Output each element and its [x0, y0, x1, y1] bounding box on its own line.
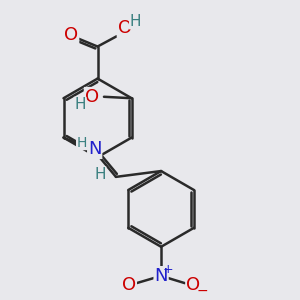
Text: O: O — [186, 276, 200, 294]
Text: H: H — [77, 136, 87, 149]
Text: O: O — [64, 26, 78, 44]
Text: O: O — [122, 276, 136, 294]
Text: N: N — [88, 140, 101, 158]
Text: H: H — [130, 14, 141, 29]
Text: H: H — [74, 98, 86, 112]
Text: O: O — [85, 88, 99, 106]
Text: H: H — [94, 167, 106, 182]
Text: −: − — [196, 284, 208, 298]
Text: O: O — [118, 19, 132, 37]
Text: +: + — [162, 263, 173, 276]
Text: N: N — [154, 267, 168, 285]
